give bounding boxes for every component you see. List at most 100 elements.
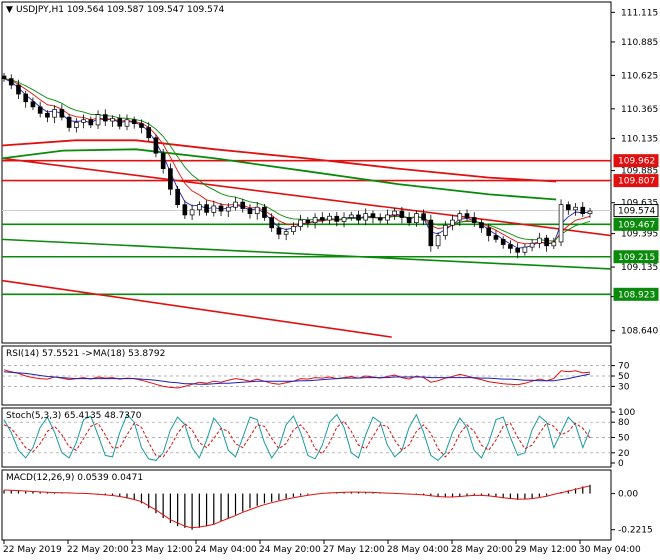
candle-body — [537, 237, 542, 244]
panel-tick-label: 50 — [618, 372, 630, 382]
candle-body — [117, 118, 123, 127]
candle-body — [124, 119, 130, 127]
candle-body — [587, 210, 593, 215]
candle-body — [370, 213, 376, 218]
candle-body — [399, 210, 405, 218]
price-tick-label: 109.885 — [621, 167, 658, 177]
candle-body — [1, 75, 7, 79]
candle-body — [565, 204, 571, 211]
candle-body — [240, 201, 246, 209]
candle-body — [356, 214, 361, 221]
rsi-title: RSI(14) 57.5521 ->MA(18) 53.8792 — [6, 349, 165, 359]
time-axis: 22 May 2019 22 May 20:00 23 May 12:00 24 Ma… — [3, 540, 641, 555]
candle-body — [30, 101, 36, 108]
price-tick-label: 110.365 — [621, 105, 658, 115]
candle-body — [189, 209, 195, 216]
time-tick-label: 22 May 2019 — [3, 545, 62, 555]
candle-body — [551, 241, 557, 247]
stoch-title: Stoch(5,3,3) 65.4135 48.7370 — [6, 411, 142, 421]
candle-body — [334, 215, 340, 222]
candle-body — [74, 121, 79, 128]
candle-body — [146, 127, 152, 139]
candle-body — [377, 217, 383, 221]
price-label-box — [613, 217, 659, 231]
time-tick-label: 28 May 04:00 — [387, 545, 449, 555]
candle-body — [493, 235, 499, 240]
rsi-series-line-1 — [3, 371, 591, 385]
candle-body — [283, 231, 289, 235]
stoch-series-line-1 — [3, 420, 591, 458]
price-level-labels: 109.962 109.807 109.574 109.467 109.215 108.9… — [613, 154, 659, 301]
candle-body — [175, 188, 180, 206]
price-label-box — [613, 287, 659, 301]
panel-tick-label: 50 — [618, 434, 630, 444]
candle-body — [327, 215, 332, 221]
candle-body — [225, 206, 231, 212]
candle-body — [471, 217, 477, 224]
price-moving-averages — [1, 139, 557, 201]
stoch-series-line-0 — [3, 413, 591, 462]
candle-body — [544, 237, 549, 247]
panel-tick-label: -0.2215 — [618, 526, 653, 536]
price-tick-label: 111.115 — [621, 8, 658, 18]
candle-body — [558, 204, 564, 243]
candle-body — [168, 168, 173, 190]
panel-tick-label: 0 — [618, 459, 624, 469]
candle-body — [262, 206, 267, 218]
candle-body — [197, 204, 202, 211]
price-label-text: 109.807 — [618, 177, 655, 187]
candle-body — [580, 206, 586, 215]
candle-body — [16, 84, 21, 95]
candle-body — [363, 213, 369, 221]
price-label-box — [613, 174, 659, 188]
price-tick-label: 110.135 — [621, 134, 658, 144]
candle-body — [573, 206, 578, 211]
candle-body — [182, 204, 188, 216]
candle-body — [81, 119, 86, 123]
candle-body — [45, 112, 50, 118]
macd-panel: 0.00 -0.2215 — [3, 484, 653, 536]
price-axis: 111.115 110.885 110.625 110.365 110.135 109.8… — [611, 8, 658, 337]
candle-body — [88, 119, 94, 126]
stoch-panel-frame — [1, 407, 612, 468]
candle-body — [291, 226, 296, 233]
candle-body — [110, 118, 115, 122]
fast-ma-1 — [3, 78, 591, 245]
price-label-text: 109.215 — [618, 253, 655, 263]
candle-body — [457, 213, 463, 221]
trend-line-0 — [1, 157, 612, 237]
candle-body — [233, 201, 238, 208]
candle-body — [23, 93, 29, 103]
candle-body — [486, 227, 492, 236]
candle-body — [8, 78, 14, 86]
candle-body — [392, 210, 397, 216]
candle-body — [348, 214, 354, 218]
price-label-text: 109.574 — [618, 207, 655, 217]
price-panel-frame — [1, 1, 612, 344]
trend-line-1 — [1, 279, 392, 338]
candle-body — [421, 213, 426, 221]
candle-body — [529, 242, 535, 248]
candle-body — [414, 213, 419, 224]
candle-body — [218, 205, 224, 212]
candle-body — [442, 224, 448, 236]
candle-body — [204, 204, 209, 213]
candle-body — [464, 213, 470, 218]
moving-average-1 — [1, 148, 557, 201]
candle-body — [450, 219, 455, 226]
macd-panel-frame — [1, 469, 612, 541]
candle-body — [500, 239, 506, 245]
macd-title: MACD(12,26,9) 0.0539 0.0471 — [6, 473, 143, 483]
candle-body — [276, 227, 282, 235]
candle-body — [305, 219, 311, 224]
panel-tick-label: 100 — [618, 408, 635, 418]
time-tick-label: 23 May 12:00 — [131, 545, 193, 555]
candle-body — [435, 235, 441, 247]
candle-body — [52, 109, 57, 118]
panel-tick-label: 20 — [618, 449, 630, 459]
price-title: USDJPY,H1 109.564 109.587 109.547 109.57… — [16, 5, 225, 15]
candle-body — [320, 217, 325, 221]
